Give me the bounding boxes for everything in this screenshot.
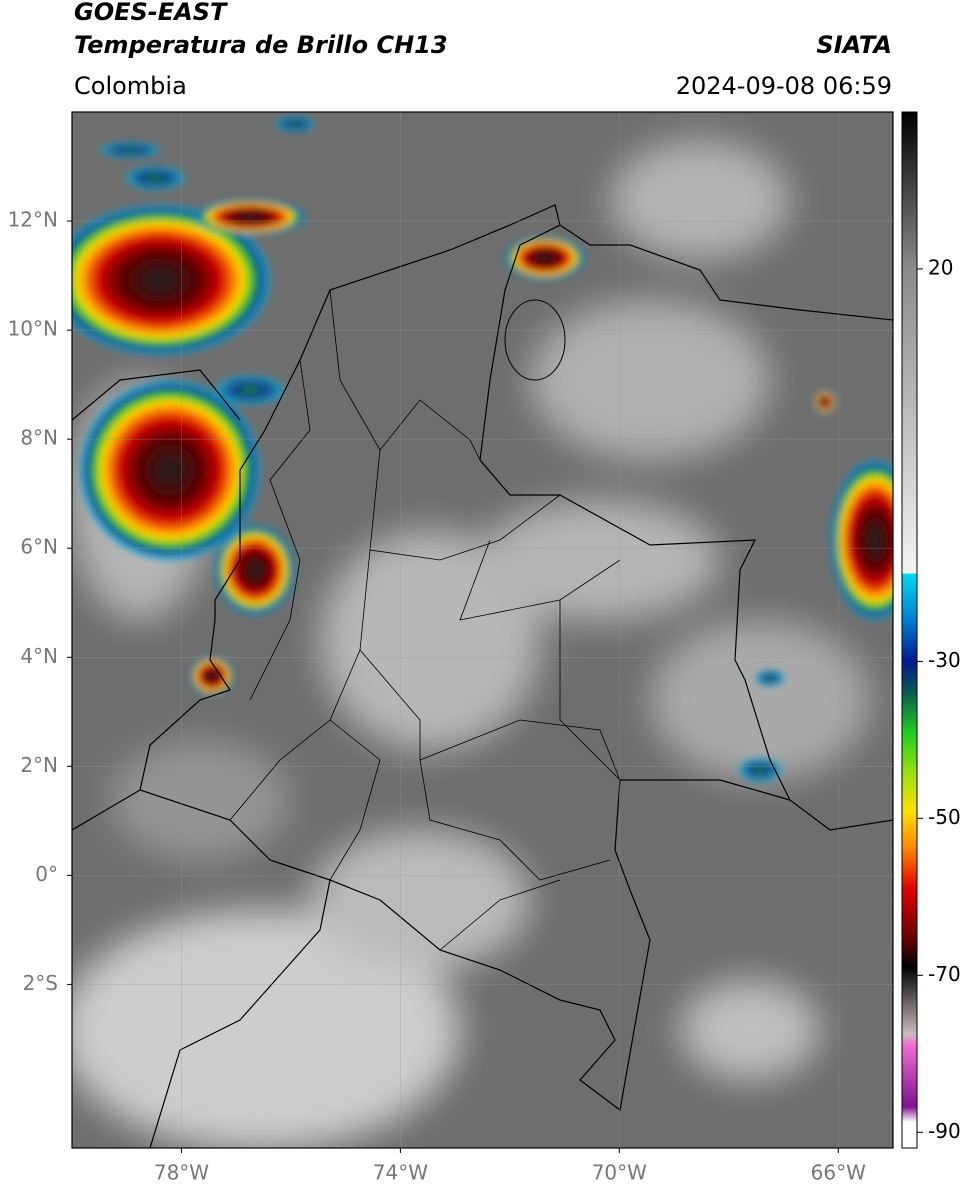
lat-tick-label: 10°N xyxy=(8,317,58,341)
colorbar-tick-label: -50 xyxy=(928,805,961,829)
map-frame xyxy=(71,111,894,1149)
title-line-2: Temperatura de Brillo CH13 xyxy=(74,31,448,59)
colorbar-tick-label: 20 xyxy=(928,255,953,279)
lat-tick-label: 0° xyxy=(35,862,58,886)
lon-tick-label: 70°W xyxy=(592,1161,647,1185)
lon-tick-label: 78°W xyxy=(154,1161,209,1185)
colorbar-tick-label: -30 xyxy=(928,648,961,672)
satellite-image xyxy=(72,112,893,1148)
lat-tick-label: 6°N xyxy=(20,535,58,559)
lat-tick-label: 2°S xyxy=(23,971,58,995)
lon-tick-label: 74°W xyxy=(373,1161,428,1185)
title-line-1: GOES-EAST xyxy=(74,0,228,26)
lon-tick-label: 66°W xyxy=(811,1161,866,1185)
lat-tick-label: 4°N xyxy=(20,644,58,668)
colorbar-tick-label: -90 xyxy=(928,1119,961,1143)
source: SIATA xyxy=(816,31,892,59)
lat-tick-label: 2°N xyxy=(20,753,58,777)
colorbar xyxy=(901,111,918,1149)
lat-tick-label: 12°N xyxy=(8,208,58,232)
colorbar-tick-label: -70 xyxy=(928,962,961,986)
datetime: 2024-09-08 06:59 xyxy=(676,72,892,100)
lat-tick-label: 8°N xyxy=(20,426,58,450)
region: Colombia xyxy=(74,72,187,100)
